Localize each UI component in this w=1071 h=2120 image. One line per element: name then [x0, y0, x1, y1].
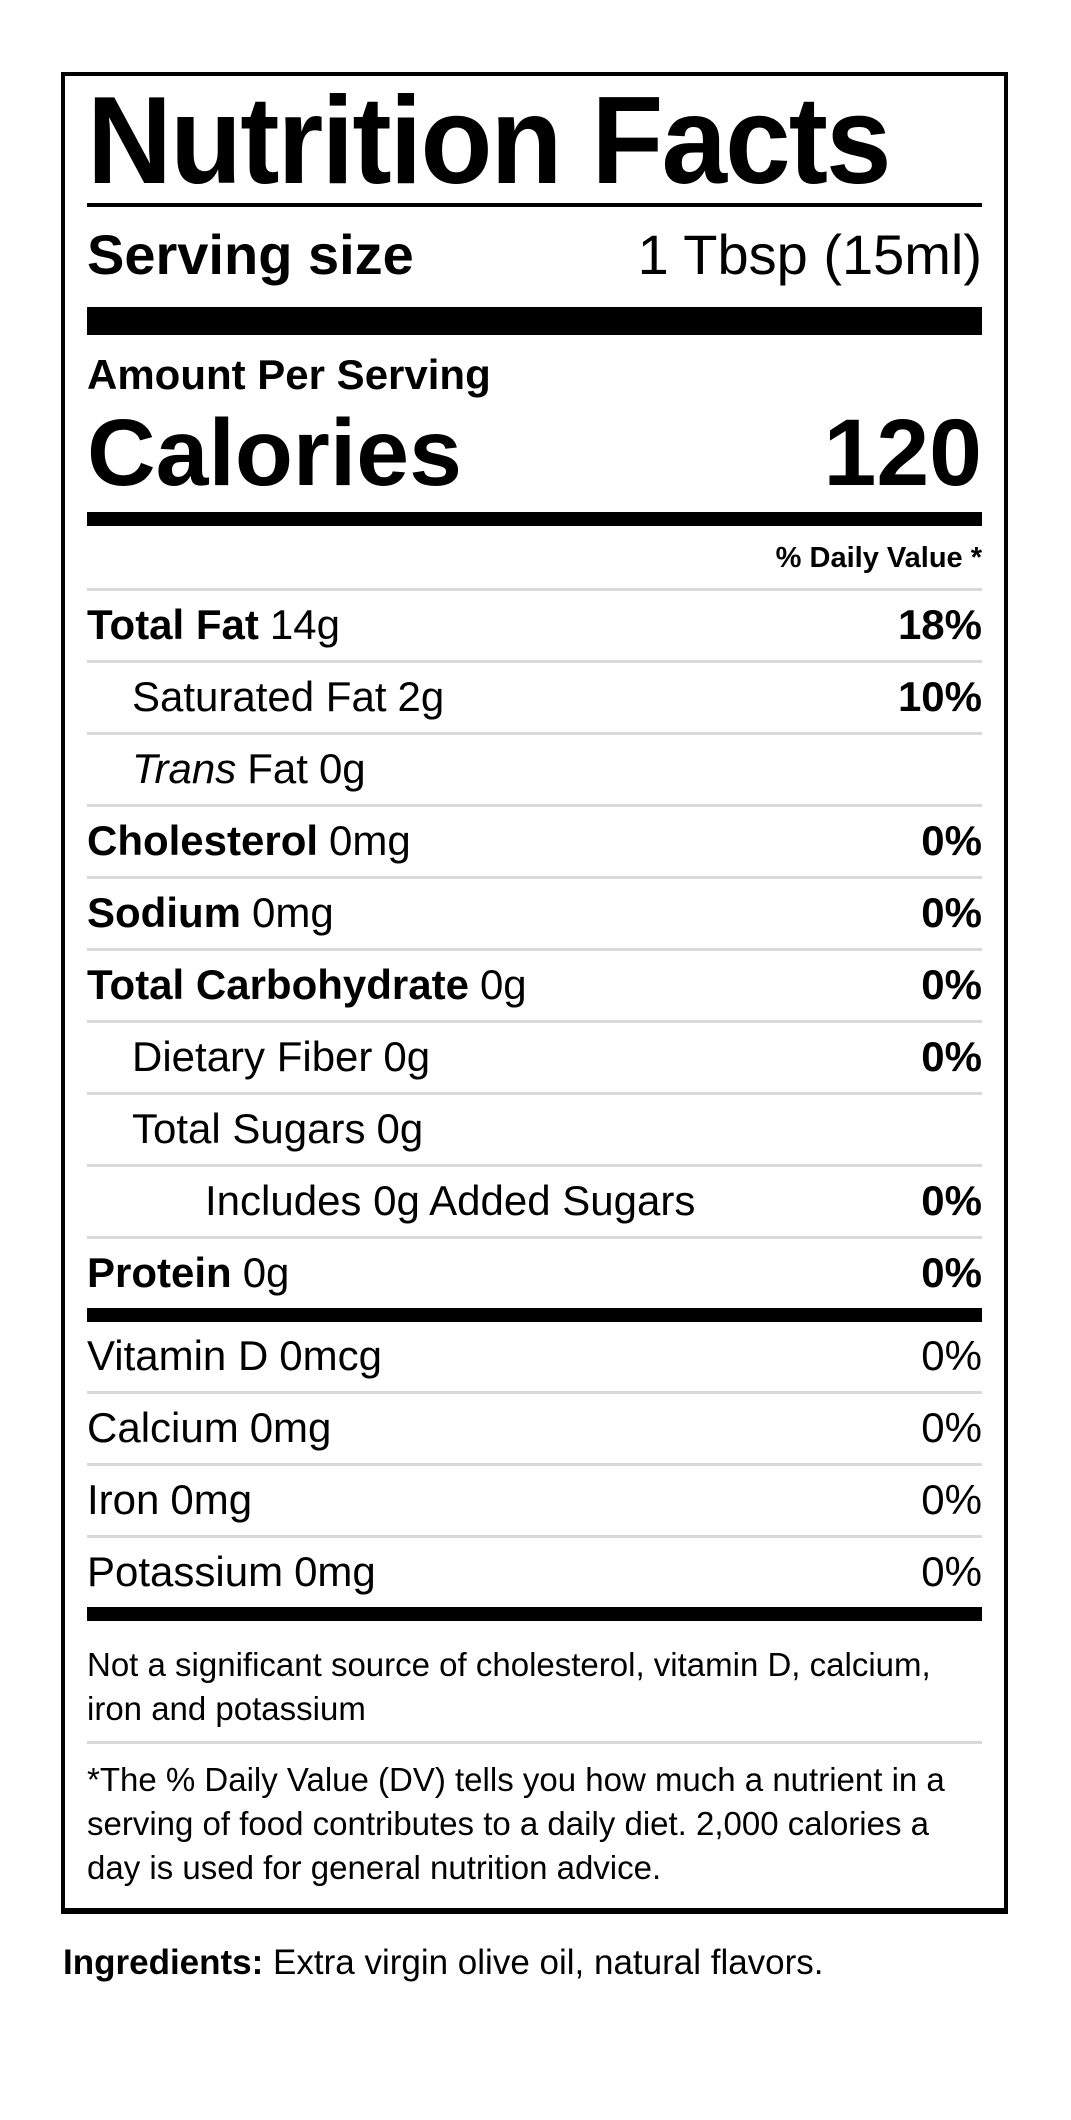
nutrient-dv: 10%: [897, 673, 982, 720]
nutrient-name: Protein: [87, 1249, 232, 1296]
nutrient-name: Calcium: [87, 1404, 239, 1451]
nutrient-amount: 0g: [383, 1033, 431, 1080]
nutrient-row-cholesterol: Cholesterol 0mg 0%: [87, 804, 982, 876]
nutrient-name: Fat: [247, 745, 308, 792]
nutrient-dv: 0%: [921, 1404, 982, 1451]
medium-separator-bar-calories: [87, 512, 982, 526]
nutrient-dv: 0%: [921, 1177, 982, 1224]
nutrient-row-protein: Protein 0g 0%: [87, 1236, 982, 1308]
nutrient-amount: 0mg: [170, 1476, 253, 1523]
nutrient-row-added-sugars: Includes 0g Added Sugars 0%: [87, 1164, 982, 1236]
nutrient-name: Total Carbohydrate: [87, 961, 469, 1008]
nutrient-name: Saturated Fat: [132, 673, 387, 720]
serving-size-row: Serving size 1 Tbsp (15ml): [87, 207, 982, 307]
nutrient-amount: 2g: [397, 673, 445, 720]
nutrient-amount: 0mg: [294, 1548, 376, 1595]
nutrient-row-sodium: Sodium 0mg 0%: [87, 876, 982, 948]
nutrient-name: Total Sugars: [132, 1105, 366, 1152]
nutrient-row-total-sugars: Total Sugars 0g: [87, 1092, 982, 1164]
nutrient-row-dietary-fiber: Dietary Fiber 0g 0%: [87, 1020, 982, 1092]
nutrient-dv: 0%: [921, 1476, 982, 1523]
not-significant-note: Not a significant source of cholesterol,…: [87, 1646, 931, 1727]
nutrient-dv: 0%: [921, 961, 982, 1008]
nutrient-amount: 0g: [479, 961, 527, 1008]
daily-value-footnote: *The % Daily Value (DV) tells you how mu…: [87, 1741, 982, 1908]
micronutrient-rows: Vitamin D 0mcg 0% Calcium 0mg 0% Iron 0mg 0…: [87, 1322, 982, 1607]
title-divider-rule: [87, 203, 982, 207]
nutrient-dv: 0%: [921, 1548, 982, 1595]
nutrient-dv: 18%: [897, 601, 982, 648]
nutrient-amount: 0mcg: [279, 1332, 382, 1379]
nutrient-dv: 0%: [921, 817, 982, 864]
ingredients-label: Ingredients:: [63, 1943, 264, 1982]
nutrient-name: Vitamin D: [87, 1332, 269, 1379]
nutrient-row-calcium: Calcium 0mg 0%: [87, 1391, 982, 1463]
nutrient-name: Iron: [87, 1476, 160, 1523]
nutrient-row-saturated-fat: Saturated Fat 2g 10%: [87, 660, 982, 732]
nutrient-rows: Total Fat 14g 18% Saturated Fat 2g 10% Tra…: [87, 588, 982, 1308]
nutrient-amount: 0mg: [329, 817, 411, 864]
nutrient-name-italic: Trans: [132, 745, 237, 792]
daily-value-header: % Daily Value *: [775, 542, 982, 574]
nutrient-dv: 0%: [921, 1033, 982, 1080]
medium-separator-bar-bottom: [87, 1607, 982, 1621]
nutrient-amount: 14g: [269, 601, 340, 648]
calories-label: Calories: [87, 400, 462, 506]
nutrient-amount: 0g: [376, 1105, 424, 1152]
nutrient-name: Total Fat: [87, 601, 259, 648]
nutrient-name: Sodium: [87, 889, 241, 936]
serving-size-label: Serving size: [87, 223, 414, 286]
amount-per-serving-label: Amount Per Serving: [87, 351, 491, 398]
nutrition-facts-label: Nutrition Facts Serving size 1 Tbsp (15m…: [61, 72, 1008, 1914]
nutrient-row-total-carbohydrate: Total Carbohydrate 0g 0%: [87, 948, 982, 1020]
calories-value: 120: [823, 400, 982, 506]
serving-size-value: 1 Tbsp (15ml): [637, 223, 982, 286]
label-title: Nutrition Facts: [87, 72, 892, 210]
nutrient-dv: 0%: [921, 1249, 982, 1296]
nutrient-row-iron: Iron 0mg 0%: [87, 1463, 982, 1535]
nutrient-dv: 0%: [921, 1332, 982, 1379]
nutrient-name: Includes 0g Added Sugars: [205, 1177, 696, 1224]
nutrient-row-potassium: Potassium 0mg 0%: [87, 1535, 982, 1607]
calories-row: Calories 120: [87, 403, 982, 503]
thick-separator-bar-top: [87, 307, 982, 335]
nutrient-row-total-fat: Total Fat 14g 18%: [87, 588, 982, 660]
nutrient-amount: 0g: [242, 1249, 290, 1296]
nutrient-name: Cholesterol: [87, 817, 319, 864]
nutrient-dv: 0%: [921, 889, 982, 936]
ingredients-value: Extra virgin olive oil, natural flavors.: [273, 1943, 824, 1982]
medium-separator-bar-protein: [87, 1308, 982, 1322]
nutrient-row-vitamin-d: Vitamin D 0mcg 0%: [87, 1322, 982, 1391]
nutrient-name: Potassium: [87, 1548, 284, 1595]
nutrient-row-trans-fat: Trans Fat 0g: [87, 732, 982, 804]
nutrient-amount: 0g: [318, 745, 366, 792]
nutrient-amount: 0mg: [252, 889, 334, 936]
ingredients-line: Ingredients: Extra virgin olive oil, nat…: [63, 1942, 1071, 1984]
nutrient-amount: 0mg: [249, 1404, 332, 1451]
nutrient-name: Dietary Fiber: [132, 1033, 373, 1080]
